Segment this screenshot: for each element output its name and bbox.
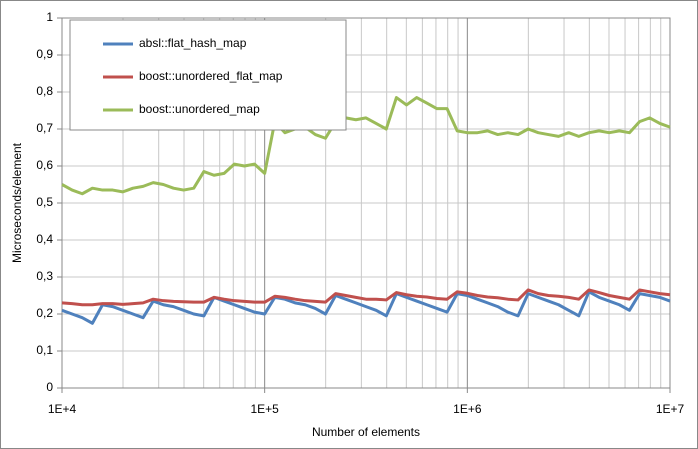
y-tick-label: 0,2 — [36, 306, 53, 320]
y-tick-label: 0,9 — [36, 47, 53, 61]
y-tick-label: 0,4 — [36, 232, 53, 246]
x-axis-label: Number of elements — [312, 425, 420, 439]
x-tick-label: 1E+5 — [250, 402, 279, 416]
y-tick-label: 1 — [46, 10, 53, 24]
legend-label: boost::unordered_flat_map — [139, 69, 283, 83]
legend-label: boost::unordered_map — [139, 102, 260, 116]
series-line — [61, 288, 671, 307]
y-axis-label: Microseconds/element — [10, 142, 24, 263]
x-tick-label: 1E+6 — [453, 402, 482, 416]
x-tick-label: 1E+7 — [656, 402, 685, 416]
y-tick-label: 0,7 — [36, 121, 53, 135]
y-tick-label: 0,1 — [36, 343, 53, 357]
legend-label: absl::flat_hash_map — [139, 36, 247, 50]
plot-border — [61, 17, 671, 389]
y-tick-label: 0 — [46, 380, 53, 394]
y-tick-label: 0,5 — [36, 195, 53, 209]
y-tick-label: 0,6 — [36, 158, 53, 172]
y-tick-label: 0,3 — [36, 269, 53, 283]
series-line — [61, 290, 671, 325]
legend-box — [69, 19, 347, 131]
series-line — [61, 96, 671, 196]
y-tick-label: 0,8 — [36, 84, 53, 98]
x-tick-label: 1E+4 — [48, 402, 77, 416]
